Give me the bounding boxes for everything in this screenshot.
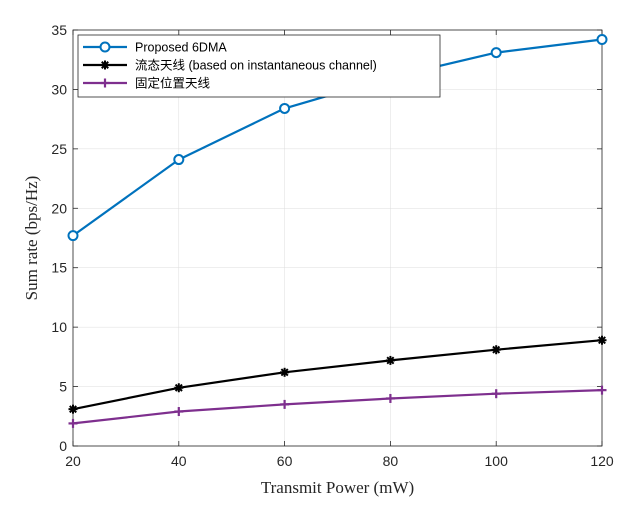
legend-entry-1: Proposed 6DMA [83,41,227,55]
series-2 [68,335,607,414]
y-tick-label: 10 [51,319,67,335]
series-2-point [597,335,607,345]
series-3-line [72,389,603,425]
series-3-point [385,393,395,403]
legend-items: Proposed 6DMA 流态天线 (based on instantaneou… [83,41,377,91]
series-1-point [490,47,502,59]
series-3-point [280,399,290,409]
series-2-point [174,383,184,393]
series-3 [68,385,607,428]
marker-d2 [492,345,501,354]
series-3-point [491,389,501,399]
series-1-point [279,102,291,114]
series-2-point [280,367,290,377]
legend-entry-2: 流态天线 (based on instantaneous channel) [83,59,377,73]
marker-d2 [386,356,395,365]
x-tick-label: 80 [383,453,399,469]
marker-d2 [598,336,606,345]
y-tick-label: 30 [51,81,67,97]
marker-d2 [174,383,183,392]
legend-marker [100,60,110,70]
series-1-point [67,230,79,242]
y-axis-label: Sum rate (bps/Hz) [22,176,41,301]
series-3-point [68,418,78,428]
axis-ticks: 20 40 60 80 100 120 0 5 10 15 20 25 30 35 [51,22,613,469]
y-tick-label: 0 [59,438,67,454]
series-1-point [173,154,185,166]
series-2-point [491,345,501,355]
x-tick-label: 20 [65,453,81,469]
series-2-point [385,355,395,365]
legend-label: 固定位置天线 [135,76,211,91]
legend-entry-3: 固定位置天线 [83,76,211,91]
legend-marker [100,78,110,88]
x-tick-label: 60 [277,453,293,469]
legend-label: 流态天线 (based on instantaneous channel) [135,59,377,73]
series-2-point [68,404,78,414]
series-3-point [597,385,607,395]
x-tick-label: 100 [485,453,509,469]
marker-d2 [101,61,109,69]
legend-marker [99,41,111,53]
x-tick-label: 120 [590,453,614,469]
y-tick-label: 25 [51,141,67,157]
series-1-point [596,34,608,46]
y-tick-label: 20 [51,200,67,216]
marker-d2 [69,405,77,414]
legend: Proposed 6DMA 流态天线 (based on instantaneou… [77,34,441,98]
y-tick-label: 35 [51,22,67,38]
legend-box [77,34,441,98]
legend-label: Proposed 6DMA [135,41,227,55]
y-tick-label: 15 [51,260,67,276]
x-tick-label: 40 [171,453,187,469]
x-axis-label: Transmit Power (mW) [261,478,414,497]
y-tick-label: 5 [59,379,67,395]
marker-d2 [280,368,289,377]
series-2-line [72,339,603,411]
series-3-point [174,407,184,417]
